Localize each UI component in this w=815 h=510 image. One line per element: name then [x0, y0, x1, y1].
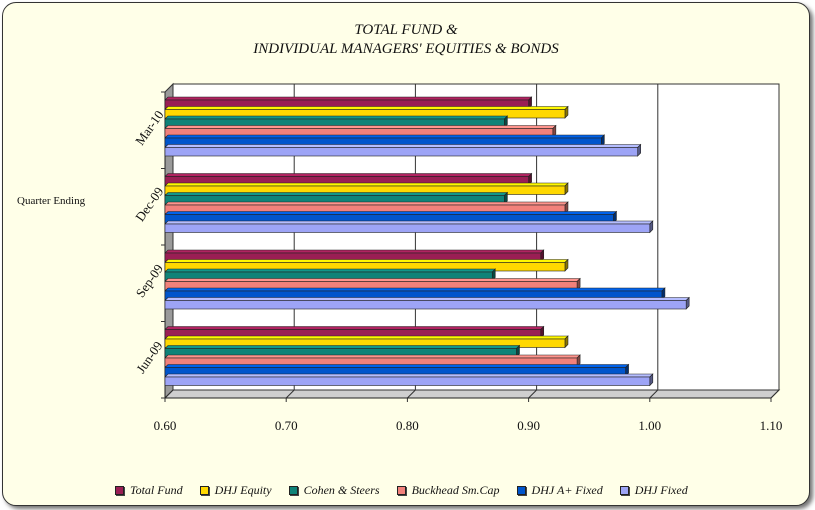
- bar: [164, 376, 651, 386]
- legend-label: DHJ Equity: [214, 483, 272, 497]
- category-label: Dec-09: [132, 184, 166, 224]
- legend-swatch: [199, 486, 209, 495]
- plot-floor: [163, 389, 781, 399]
- category-label: Mar-10: [132, 108, 167, 148]
- legend-swatch: [115, 486, 124, 495]
- bar-top: [164, 345, 521, 349]
- bar-top: [164, 173, 533, 177]
- bar-top: [164, 125, 557, 129]
- legend-label: Buckhead Sm.Cap: [411, 483, 500, 497]
- bar-top: [164, 335, 569, 340]
- gridline-floor: [164, 389, 174, 399]
- bar-top: [164, 134, 606, 139]
- bar-top: [164, 211, 618, 215]
- bar-top: [164, 220, 654, 225]
- bar-chart: 0.60 0.70 0.80 0.90 1.00 1.10 Jun-09 Sep-09 Dec-…: [17, 82, 783, 433]
- chart-title-line-1: TOTAL FUND &: [354, 22, 458, 38]
- gridline-floor: [649, 389, 659, 399]
- legend-item: DHJ Equity: [199, 483, 272, 498]
- x-tick-label: 0.60: [154, 418, 177, 433]
- bar-top: [164, 287, 666, 292]
- gridline-floor: [285, 389, 295, 399]
- x-tick-label: 0.70: [275, 418, 298, 433]
- chart-title-line-2: INDIVIDUAL MANAGERS' EQUITIES & BONDS: [253, 41, 559, 57]
- category-label: Sep-09: [133, 261, 166, 300]
- bar-top: [164, 364, 630, 368]
- bar-top: [164, 106, 569, 110]
- x-tick-label: 0.90: [517, 418, 540, 433]
- gridline-floor: [407, 389, 416, 399]
- y-axis-label: Quarter Ending: [17, 195, 86, 207]
- bar-top: [164, 326, 545, 330]
- legend-label: Cohen & Steers: [303, 483, 380, 497]
- legend-label: Total Fund: [130, 483, 183, 497]
- x-tick-label: 1.00: [638, 418, 661, 433]
- chart-frame: TOTAL FUND & INDIVIDUAL MANAGERS' EQUITI…: [2, 2, 810, 506]
- gridline-floor: [770, 389, 780, 399]
- bar-top: [164, 249, 545, 254]
- bar-top: [164, 278, 581, 282]
- bar-top: [164, 373, 654, 378]
- legend-item: Total Fund: [115, 483, 183, 498]
- bar-top: [164, 182, 569, 187]
- legend-item: DHJ A+ Fixed: [516, 483, 603, 498]
- bar: [164, 147, 638, 157]
- bar-top: [164, 259, 569, 263]
- bar-top: [164, 96, 533, 101]
- legend-swatch: [619, 486, 629, 495]
- legend-swatch: [288, 486, 298, 495]
- legend-swatch: [396, 486, 406, 495]
- legend-swatch: [516, 486, 526, 495]
- bar-top: [164, 354, 581, 359]
- bar-top: [164, 201, 569, 206]
- legend-label: DHJ Fixed: [634, 483, 688, 497]
- category-label: Jun-09: [133, 338, 166, 376]
- bar-top: [164, 115, 509, 120]
- bar: [164, 300, 687, 310]
- bar: [164, 223, 651, 233]
- legend-item: DHJ Fixed: [619, 483, 688, 498]
- chart-legend: Total Fund DHJ Equity Cohen & Steers Buckhe…: [115, 483, 705, 498]
- x-tick-label: 1.10: [760, 418, 783, 433]
- legend-label: DHJ A+ Fixed: [531, 483, 603, 497]
- legend-item: Cohen & Steers: [288, 483, 380, 498]
- bar-top: [164, 144, 642, 148]
- bar-top: [164, 297, 690, 301]
- chart-title: TOTAL FUND & INDIVIDUAL MANAGERS' EQUITI…: [3, 21, 809, 59]
- gridline-floor: [528, 389, 537, 399]
- x-tick-label: 0.80: [396, 418, 419, 433]
- legend-item: Buckhead Sm.Cap: [396, 483, 500, 498]
- bar-top: [164, 192, 509, 196]
- bar-top: [164, 268, 496, 273]
